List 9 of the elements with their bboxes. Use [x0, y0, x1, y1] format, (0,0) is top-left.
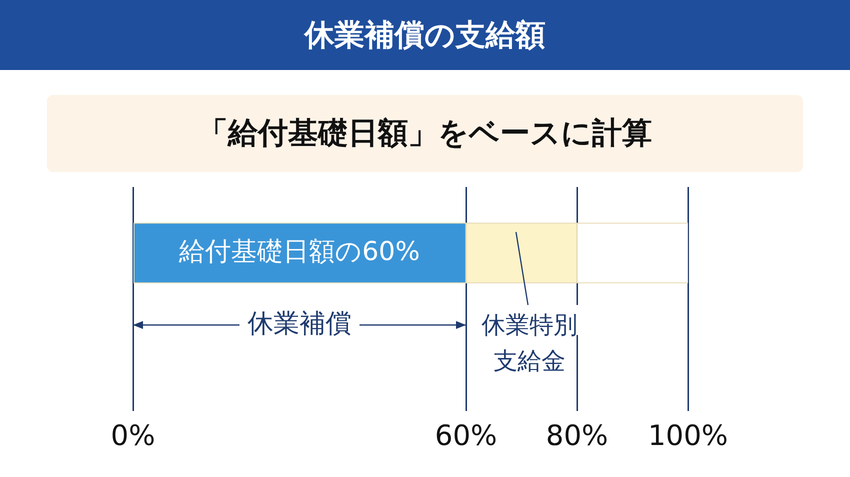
x-tick-label: 60%: [434, 419, 498, 452]
chart-title: 休業補償の支給額: [0, 0, 850, 70]
x-tick-label: 80%: [546, 419, 608, 452]
x-tick-label: 100%: [648, 419, 728, 452]
chart-subtitle: 「給付基礎日額」をベースに計算: [47, 95, 803, 172]
x-tick-label: 0%: [110, 419, 156, 452]
annotation: 給付基礎日額の60%: [178, 236, 420, 267]
text: 休業特別支給金: [482, 311, 578, 376]
text: 休業補償: [248, 308, 352, 339]
